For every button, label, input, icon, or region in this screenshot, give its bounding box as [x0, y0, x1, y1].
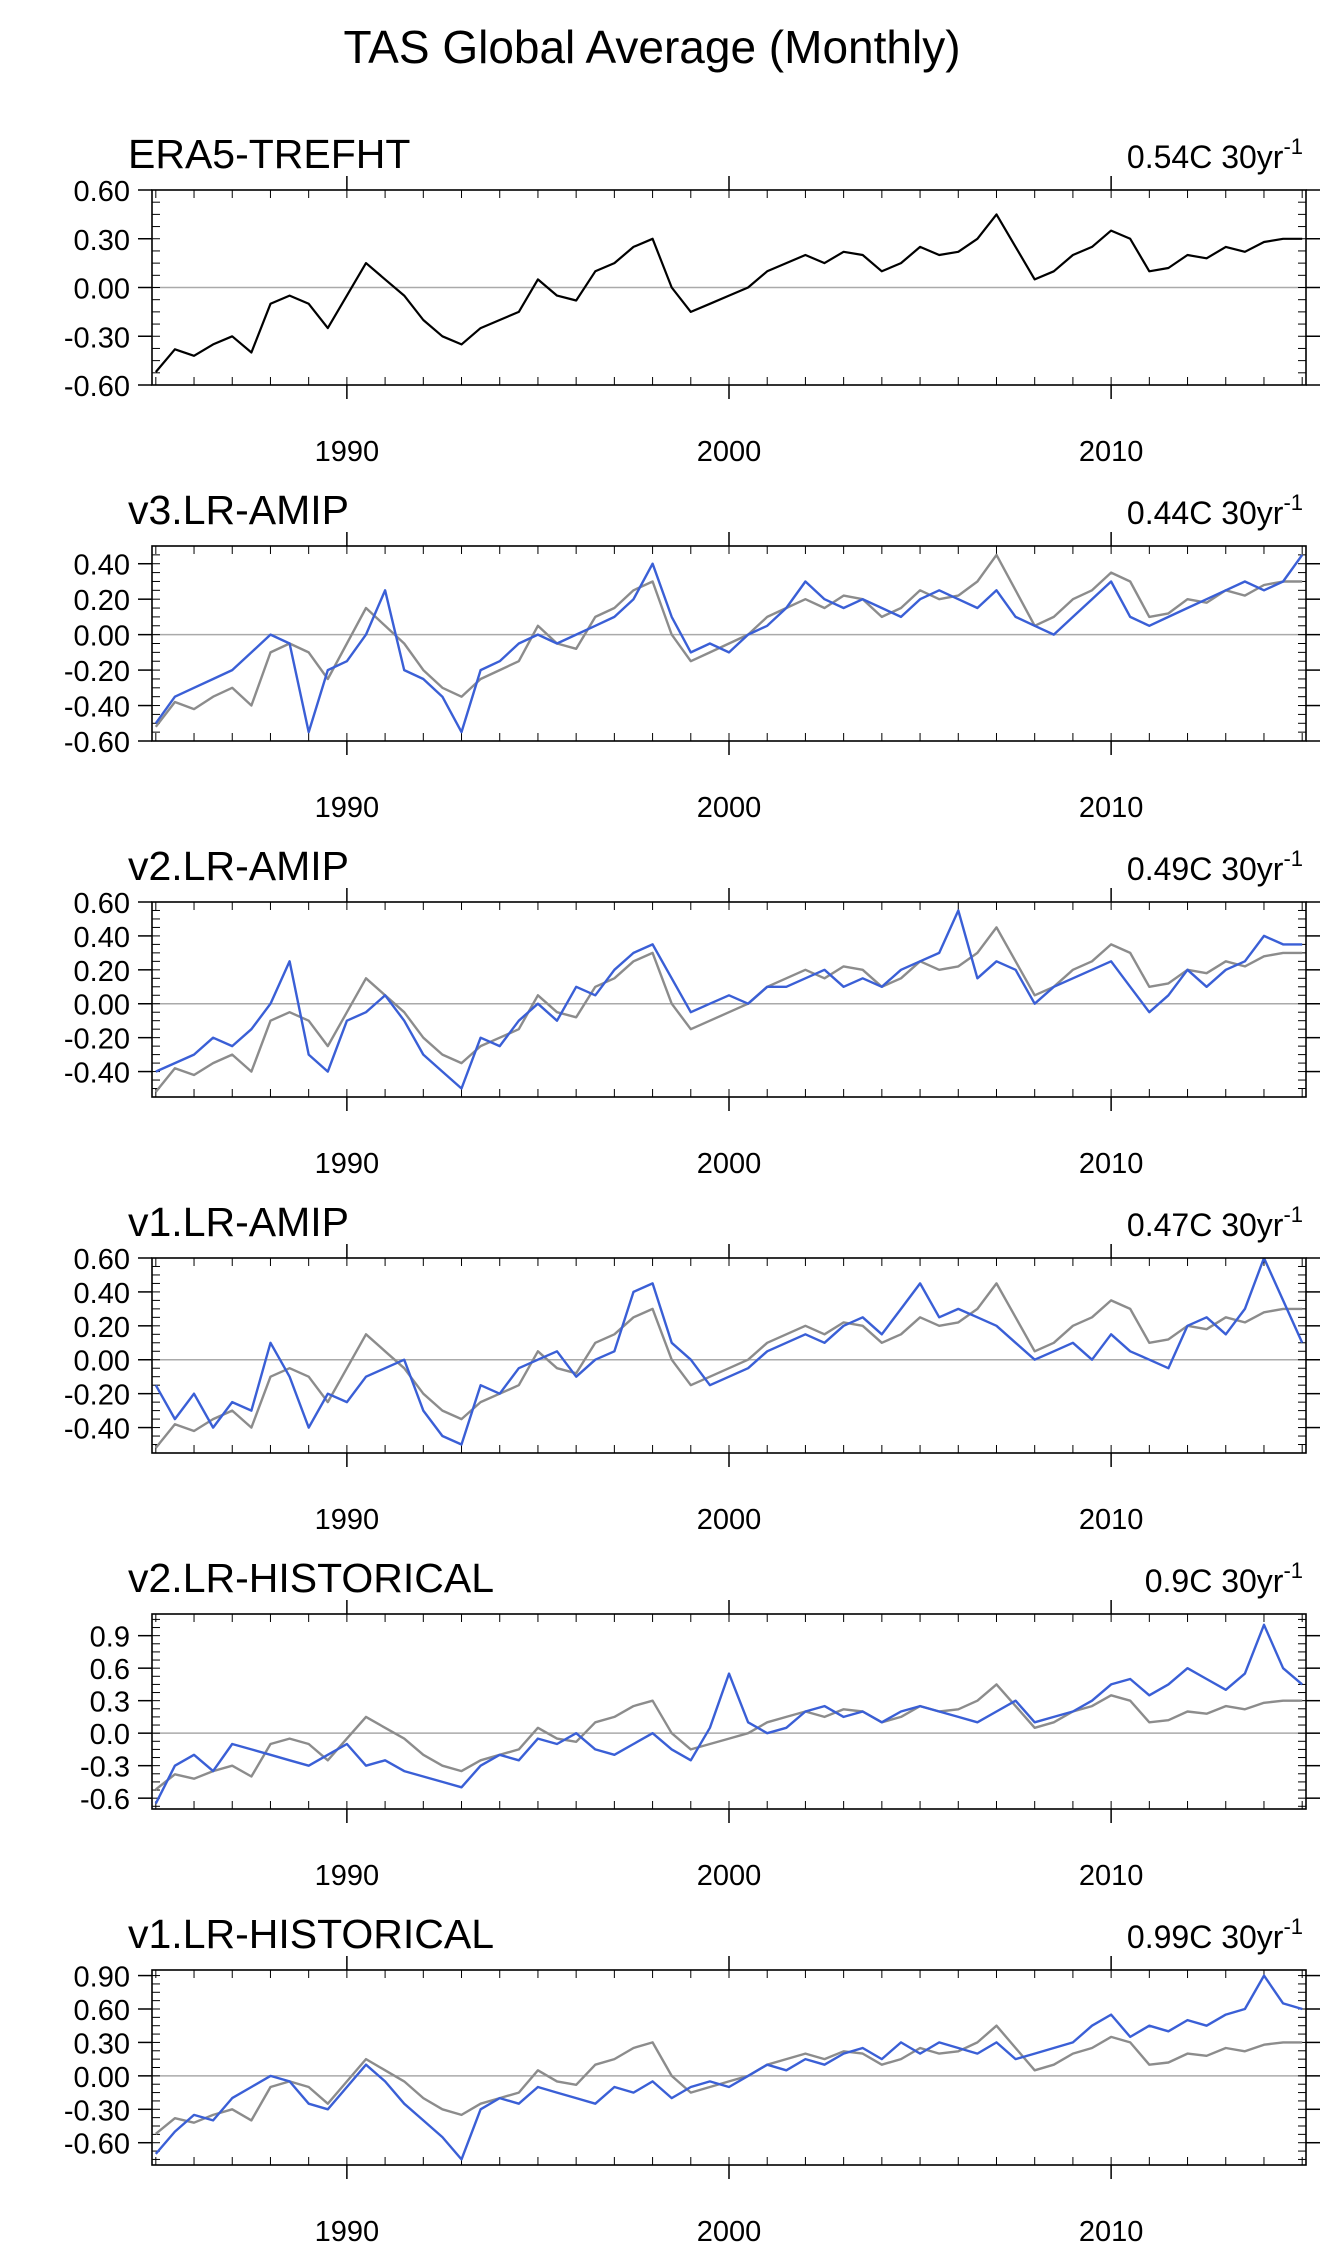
y-tick-label: 0.60	[74, 176, 130, 208]
series-line-model	[154, 1974, 1303, 2161]
x-tick-label: 1990	[315, 792, 380, 824]
plot-frame	[151, 901, 1307, 1098]
panels: ERA5-TREFHT 0.54C 30yr-1-0.60-0.300.000.3…	[64, 131, 1320, 2248]
chart-panel: v3.LR-AMIP 0.44C 30yr-1 -0.60-0.40 -0.200.0…	[64, 487, 1320, 824]
trend-superscript: -1	[1283, 1914, 1303, 1939]
series-line-reference	[155, 2024, 1303, 2135]
y-tick-label: 0.00	[74, 990, 130, 1022]
y-tick-label: 0.30	[74, 2028, 130, 2060]
series-line-reference	[154, 553, 1303, 728]
x-tick-label: 2000	[697, 1148, 762, 1180]
plot-frame	[151, 1969, 1307, 2166]
trend-superscript: -1	[1283, 1202, 1303, 1227]
x-tick-label: 2010	[1079, 436, 1144, 468]
y-tick-label: 0.9	[90, 1622, 130, 1654]
y-tick-label: 0.20	[74, 585, 130, 617]
y-tick-label: 0.30	[74, 225, 130, 257]
y-tick-label: -0.20	[64, 1380, 130, 1412]
panel-title: v1.LR-AMIP	[128, 1199, 349, 1245]
plot-frame	[151, 545, 1307, 742]
y-tick-label: 0.60	[74, 1995, 130, 2027]
plot-frame	[151, 1257, 1307, 1454]
y-tick-label: 0.60	[74, 1244, 130, 1276]
trend-label: 0.9C 30yr-1	[1145, 1558, 1303, 1599]
x-tick-label: 1990	[315, 1860, 380, 1892]
x-tick-label: 2010	[1079, 1504, 1144, 1536]
x-tick-label: 2000	[697, 436, 762, 468]
trend-superscript: -1	[1283, 490, 1303, 515]
plot-frame	[151, 189, 1307, 386]
y-tick-label: 0.60	[74, 888, 130, 920]
y-tick-label: 0.90	[74, 1962, 130, 1994]
y-tick-label: -0.40	[64, 1414, 130, 1446]
x-tick-label: 2000	[697, 2216, 762, 2248]
panel-title: v2.LR-HISTORICAL	[128, 1555, 494, 1601]
y-tick-label: -0.60	[64, 2129, 130, 2161]
series-line-model	[155, 909, 1303, 1090]
series-line-observed	[154, 213, 1303, 373]
x-tick-label: 1990	[315, 436, 380, 468]
series-line-reference	[155, 1683, 1303, 1791]
series-line-reference	[154, 926, 1303, 1093]
y-tick-label: -0.60	[64, 371, 130, 403]
x-tick-label: 2000	[697, 792, 762, 824]
chart-panel: v2.LR-HISTORICAL 0.9C 30yr-1-0.6-0.30.00.…	[80, 1555, 1320, 1892]
y-tick-label: -0.20	[64, 1024, 130, 1056]
x-tick-label: 2010	[1079, 1860, 1144, 1892]
y-tick-label: -0.6	[80, 1784, 130, 1816]
panel-title: v1.LR-HISTORICAL	[128, 1911, 494, 1957]
chart-panel: ERA5-TREFHT 0.54C 30yr-1 -0.60 -0.30 0.00 0.3…	[64, 131, 1320, 468]
panel-title: v2.LR-AMIP	[128, 843, 349, 889]
y-tick-label: 0.00	[74, 274, 130, 306]
panel-title: v3.LR-AMIP	[128, 487, 349, 533]
y-tick-label: 0.40	[74, 1278, 130, 1310]
y-tick-label: 0.3	[90, 1687, 130, 1719]
y-tick-label: -0.30	[64, 2095, 130, 2127]
y-tick-label: -0.40	[64, 692, 130, 724]
y-tick-label: 0.6	[90, 1654, 130, 1686]
y-tick-label: 0.40	[74, 922, 130, 954]
y-tick-label: 0.00	[74, 1346, 130, 1378]
series-line-model	[154, 554, 1304, 734]
series-line-model	[154, 1623, 1303, 1805]
y-tick-label: -0.60	[64, 727, 130, 759]
y-tick-label: -0.20	[64, 656, 130, 688]
y-tick-label: 0.00	[74, 621, 130, 653]
y-tick-label: 0.20	[74, 1312, 130, 1344]
chart-panel: v2.LR-AMIP 0.49C 30yr-1 -0.40-0.200.000.20…	[64, 843, 1320, 1180]
series-line-reference	[154, 1282, 1303, 1449]
x-tick-label: 1990	[315, 1504, 380, 1536]
y-tick-label: -0.30	[64, 322, 130, 354]
trend-label: 0.99C 30yr-1	[1127, 1914, 1303, 1955]
y-tick-label: 0.00	[74, 2062, 130, 2094]
series-line-model	[154, 1258, 1304, 1446]
x-tick-label: 2000	[697, 1860, 762, 1892]
trend-label: 0.54C 30yr-1	[1127, 134, 1303, 175]
trend-superscript: -1	[1283, 134, 1303, 159]
trend-superscript: -1	[1283, 846, 1303, 871]
trend-label: 0.49C 30yr-1	[1127, 846, 1303, 887]
y-tick-label: 0.0	[90, 1719, 130, 1751]
x-tick-label: 2010	[1079, 2216, 1144, 2248]
x-tick-label: 2010	[1079, 792, 1144, 824]
chart-panel: v1.LR-AMIP 0.47C 30yr-1 -0.40-0.200.000.20…	[64, 1199, 1320, 1536]
y-tick-label: -0.3	[80, 1752, 130, 1784]
y-tick-label: 0.20	[74, 956, 130, 988]
x-tick-label: 1990	[315, 2216, 380, 2248]
y-tick-label: 0.40	[74, 550, 130, 582]
x-tick-label: 2000	[697, 1504, 762, 1536]
figure-title: TAS Global Average (Monthly)	[343, 21, 960, 73]
trend-label: 0.44C 30yr-1	[1127, 490, 1303, 531]
y-tick-label: -0.40	[64, 1058, 130, 1090]
plot-frame	[151, 1613, 1307, 1810]
x-tick-label: 1990	[315, 1148, 380, 1180]
panel-title: ERA5-TREFHT	[128, 131, 410, 177]
x-tick-label: 2010	[1079, 1148, 1144, 1180]
chart-panel: v1.LR-HISTORICAL 0.99C 30yr-1-0.60-0.300.…	[64, 1911, 1320, 2248]
trend-label: 0.47C 30yr-1	[1127, 1202, 1303, 1243]
trend-superscript: -1	[1283, 1558, 1303, 1583]
